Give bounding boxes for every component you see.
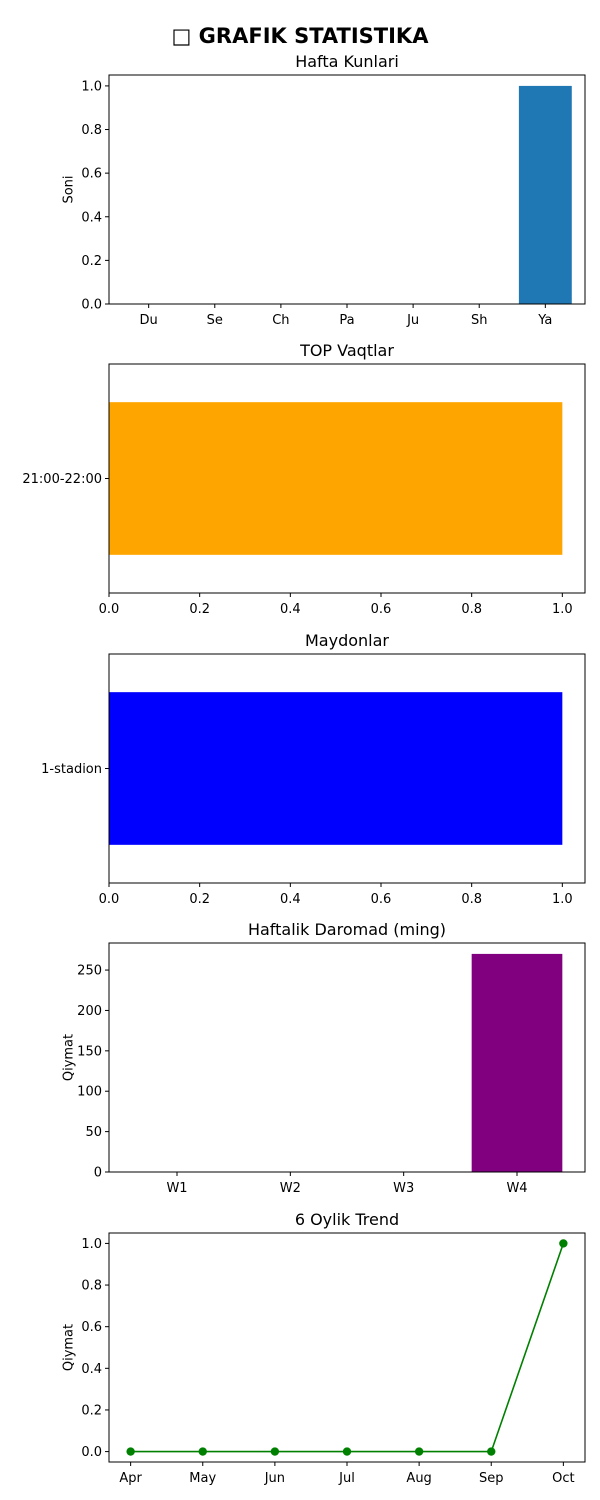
x-tick-label: 1.0 bbox=[552, 602, 573, 617]
bar bbox=[109, 402, 563, 555]
x-tick-label: W3 bbox=[393, 1181, 414, 1196]
x-tick-label: 0.0 bbox=[99, 892, 120, 907]
data-point bbox=[414, 1447, 424, 1456]
bar bbox=[471, 953, 563, 1172]
bar bbox=[518, 85, 572, 305]
x-tick-label: Jun bbox=[264, 1471, 285, 1486]
data-point bbox=[198, 1447, 207, 1456]
data-point bbox=[559, 1239, 568, 1248]
x-tick-label: Apr bbox=[119, 1471, 142, 1486]
x-tick-label: Jul bbox=[338, 1471, 355, 1486]
data-point bbox=[270, 1447, 280, 1456]
x-tick-label: 0.0 bbox=[99, 602, 120, 617]
chart-title: Hafta Kunlari bbox=[295, 52, 399, 71]
y-tick-label: 250 bbox=[77, 964, 102, 979]
y-tick-label: 0.6 bbox=[81, 167, 102, 182]
chart-4: Haftalik Daromad (ming) W1 W2 W3 W4 0 50 100 150… bbox=[62, 920, 586, 1196]
y-tick-label: 200 bbox=[77, 1004, 102, 1019]
x-tick-label: May bbox=[189, 1471, 216, 1486]
y-tick-label: 0.0 bbox=[81, 298, 102, 313]
y-tick-label: 0.8 bbox=[81, 1279, 102, 1294]
x-tick-label: W1 bbox=[166, 1181, 187, 1196]
y-tick-label: 1.0 bbox=[81, 79, 102, 94]
y-axis-label: Qiymat bbox=[62, 1034, 77, 1081]
x-tick-label: Ya bbox=[537, 313, 552, 328]
y-tick-label: 0 bbox=[94, 1166, 102, 1181]
x-tick-label: 1.0 bbox=[552, 892, 573, 907]
plot-frame bbox=[108, 942, 586, 1173]
plot-frame bbox=[108, 363, 586, 594]
y-axis-label: Soni bbox=[62, 175, 77, 203]
y-tick-label: 0.2 bbox=[81, 1403, 102, 1418]
y-tick-label: 0.4 bbox=[81, 1362, 102, 1377]
x-tick-label: Du bbox=[140, 313, 158, 328]
x-tick-label: 0.4 bbox=[280, 602, 301, 617]
x-tick-label: Sep bbox=[479, 1471, 504, 1486]
chart-1: Hafta Kunlari Du Se Ch Pa Ju Sh Ya 0.0 0.2 0.4 0.6 0… bbox=[62, 52, 586, 328]
x-tick-label: 0.4 bbox=[280, 892, 301, 907]
x-tick-label: 0.2 bbox=[189, 892, 210, 907]
data-point bbox=[487, 1447, 496, 1456]
plot-frame bbox=[108, 653, 586, 884]
data-point bbox=[126, 1447, 135, 1456]
data-point bbox=[342, 1447, 352, 1456]
x-tick-label: W4 bbox=[506, 1181, 527, 1196]
x-tick-label: Sh bbox=[471, 313, 488, 328]
chart-title: Haftalik Daromad (ming) bbox=[248, 920, 446, 939]
y-tick-label: 150 bbox=[77, 1044, 102, 1059]
chart-title: TOP Vaqtlar bbox=[299, 341, 394, 360]
y-tick-label: 0.2 bbox=[81, 254, 102, 269]
x-tick-label: Se bbox=[207, 313, 223, 328]
x-tick-label: Aug bbox=[406, 1471, 431, 1486]
y-tick-label: 0.8 bbox=[81, 123, 102, 138]
bar bbox=[109, 692, 563, 845]
chart-3: Maydonlar 1-stadion 0.0 0.2 0.4 0.6 0.8 1.0 bbox=[41, 631, 586, 907]
y-tick-label: 50 bbox=[85, 1125, 102, 1140]
chart-title: Maydonlar bbox=[305, 631, 389, 650]
x-tick-label: W2 bbox=[280, 1181, 301, 1196]
x-tick-label: Ju bbox=[406, 313, 419, 328]
x-tick-label: 0.2 bbox=[189, 602, 210, 617]
y-tick-label: 21:00-22:00 bbox=[22, 472, 102, 487]
chart-5: 6 Oylik Trend Apr May Jun Jul Aug Sep Oct 0.0 0.2… bbox=[62, 1210, 586, 1486]
x-tick-label: Ch bbox=[272, 313, 289, 328]
chart-2: TOP Vaqtlar 21:00-22:00 0.0 0.2 0.4 0.6 0.8 1.0 bbox=[22, 341, 586, 617]
plot-frame bbox=[108, 74, 586, 305]
plot-frame bbox=[108, 1232, 586, 1463]
y-tick-label: 1.0 bbox=[81, 1237, 102, 1252]
y-tick-label: 1-stadion bbox=[41, 762, 102, 777]
x-tick-label: 0.8 bbox=[461, 892, 482, 907]
x-tick-label: Pa bbox=[339, 313, 354, 328]
x-tick-label: 0.6 bbox=[371, 892, 392, 907]
y-tick-label: 100 bbox=[77, 1085, 102, 1100]
y-tick-label: 0.6 bbox=[81, 1320, 102, 1335]
series-line bbox=[130, 1243, 565, 1453]
page-title: □ GRAFIK STATISTIKA bbox=[171, 24, 429, 48]
y-tick-label: 0.0 bbox=[81, 1445, 102, 1460]
x-tick-label: 0.8 bbox=[461, 602, 482, 617]
y-tick-label: 0.4 bbox=[81, 210, 102, 225]
y-axis-label: Qiymat bbox=[62, 1324, 77, 1371]
x-tick-label: 0.6 bbox=[371, 602, 392, 617]
chart-title: 6 Oylik Trend bbox=[295, 1210, 399, 1229]
x-tick-label: Oct bbox=[552, 1471, 574, 1486]
